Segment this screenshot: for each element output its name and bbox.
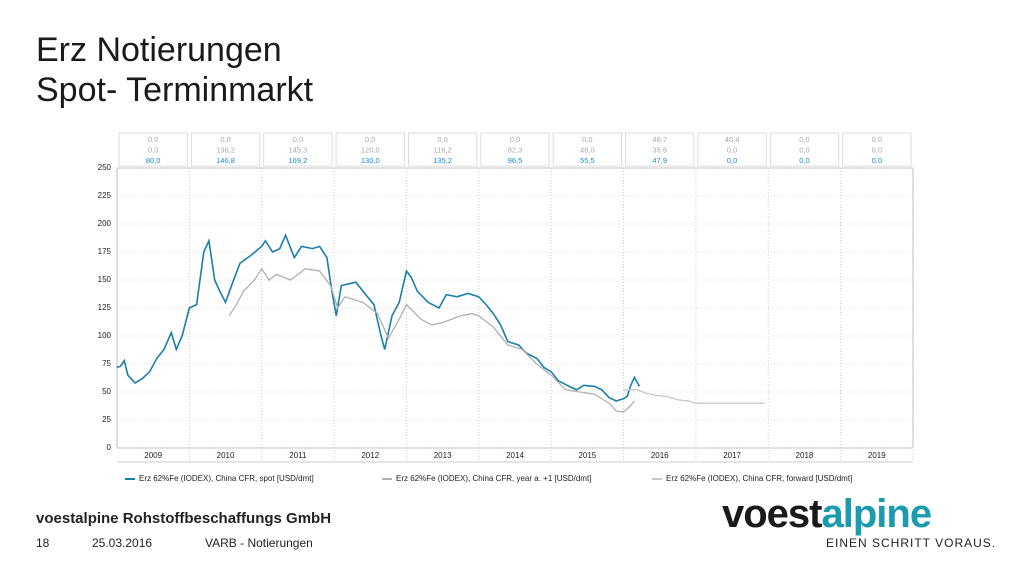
title-line: Erz Notierungen bbox=[36, 31, 282, 69]
table-value: 135,2 bbox=[433, 156, 452, 165]
page-number: 18 bbox=[36, 536, 50, 550]
logo: voestalpine bbox=[722, 492, 933, 537]
table-value: 0,0 bbox=[872, 156, 882, 165]
y-tick-label: 225 bbox=[98, 191, 112, 200]
legend-label: Erz 62%Fe (IODEX), China CFR, year a. +1… bbox=[396, 474, 591, 483]
table-value: 0,0 bbox=[799, 156, 809, 165]
table-value: 35,6 bbox=[652, 145, 667, 154]
table-value: 0,0 bbox=[510, 135, 520, 144]
table-value: 116,2 bbox=[434, 145, 452, 154]
table-value: 0,0 bbox=[148, 145, 158, 154]
x-tick-label: 2010 bbox=[217, 451, 235, 460]
x-tick-label: 2013 bbox=[434, 451, 452, 460]
plot-area bbox=[116, 167, 914, 449]
company: voestalpine Rohstoffbeschaffungs GmbH bbox=[36, 510, 332, 527]
table-value: 0,0 bbox=[148, 135, 158, 144]
table-value: 48,7 bbox=[652, 135, 667, 144]
table-cell bbox=[190, 132, 261, 167]
legend-label: Erz 62%Fe (IODEX), China CFR, spot [USD/… bbox=[139, 474, 314, 483]
table-value: 0,0 bbox=[727, 145, 737, 154]
table-cell bbox=[263, 132, 333, 167]
table-value: 0,0 bbox=[872, 145, 882, 154]
x-tick-label: 2018 bbox=[796, 451, 814, 460]
title-line: Spot- Terminmarkt bbox=[36, 71, 314, 109]
x-tick-label: 2011 bbox=[289, 451, 307, 460]
logo-part: alpine bbox=[821, 492, 933, 536]
table-value: 0,0 bbox=[872, 135, 882, 144]
tagline: EINEN SCHRITT VORAUS. bbox=[826, 536, 997, 550]
table-value: 0,0 bbox=[582, 135, 592, 144]
table-cell bbox=[335, 132, 405, 167]
series-line bbox=[623, 389, 765, 404]
table-value: 0,0 bbox=[220, 135, 230, 144]
table-cell bbox=[697, 132, 767, 167]
y-tick-label: 175 bbox=[98, 247, 112, 256]
series-line bbox=[116, 233, 641, 402]
table-value: 40,4 bbox=[725, 135, 740, 144]
table-cell bbox=[842, 132, 912, 167]
table-value: 47,9 bbox=[652, 156, 667, 165]
y-tick-label: 200 bbox=[98, 219, 112, 228]
y-tick-label: 100 bbox=[98, 331, 112, 340]
y-tick-label: 25 bbox=[102, 415, 111, 424]
table-value: 96,5 bbox=[508, 156, 523, 165]
table-cell bbox=[552, 132, 623, 167]
table-value: 169,2 bbox=[289, 156, 308, 165]
table-cell bbox=[625, 132, 695, 167]
table-value: 146,8 bbox=[216, 156, 235, 165]
table-value: 48,0 bbox=[580, 145, 595, 154]
y-tick-label: 250 bbox=[98, 163, 112, 172]
y-tick-label: 0 bbox=[107, 443, 112, 452]
x-tick-label: 2015 bbox=[578, 451, 596, 460]
table-cell bbox=[118, 132, 188, 167]
y-tick-label: 75 bbox=[102, 359, 111, 368]
x-tick-label: 2019 bbox=[868, 451, 886, 460]
table-value: 82,3 bbox=[508, 145, 523, 154]
logo-part: voest bbox=[722, 492, 822, 536]
table-value: 130,0 bbox=[361, 156, 380, 165]
table-value: 0,0 bbox=[799, 135, 809, 144]
x-tick-label: 2016 bbox=[651, 451, 669, 460]
table-value: 136,2 bbox=[216, 145, 235, 154]
y-tick-label: 50 bbox=[102, 387, 111, 396]
series-line bbox=[228, 267, 635, 413]
table-value: 80,0 bbox=[146, 156, 161, 165]
title: Erz Notierungen Spot- Terminmarkt bbox=[36, 30, 313, 110]
table-value: 0,0 bbox=[799, 145, 809, 154]
table-value: 120,0 bbox=[361, 145, 380, 154]
table-value: 0,0 bbox=[727, 156, 737, 165]
x-tick-label: 2012 bbox=[361, 451, 379, 460]
x-tick-label: 2014 bbox=[506, 451, 524, 460]
table-cell bbox=[407, 132, 478, 167]
table-value: 55,5 bbox=[580, 156, 595, 165]
table-value: 0,0 bbox=[365, 135, 375, 144]
section: VARB - Notierungen bbox=[205, 536, 313, 550]
y-tick-label: 150 bbox=[98, 275, 112, 284]
y-tick-label: 125 bbox=[98, 303, 112, 312]
table-value: 145,3 bbox=[289, 145, 308, 154]
table-value: 0,0 bbox=[293, 135, 303, 144]
table-value: 0,0 bbox=[437, 135, 447, 144]
x-tick-label: 2017 bbox=[723, 451, 741, 460]
table-cell bbox=[480, 132, 550, 167]
date: 25.03.2016 bbox=[92, 536, 153, 550]
x-tick-label: 2009 bbox=[144, 451, 162, 460]
legend-label: Erz 62%Fe (IODEX), China CFR, forward [U… bbox=[666, 474, 852, 483]
table-cell bbox=[769, 132, 840, 167]
